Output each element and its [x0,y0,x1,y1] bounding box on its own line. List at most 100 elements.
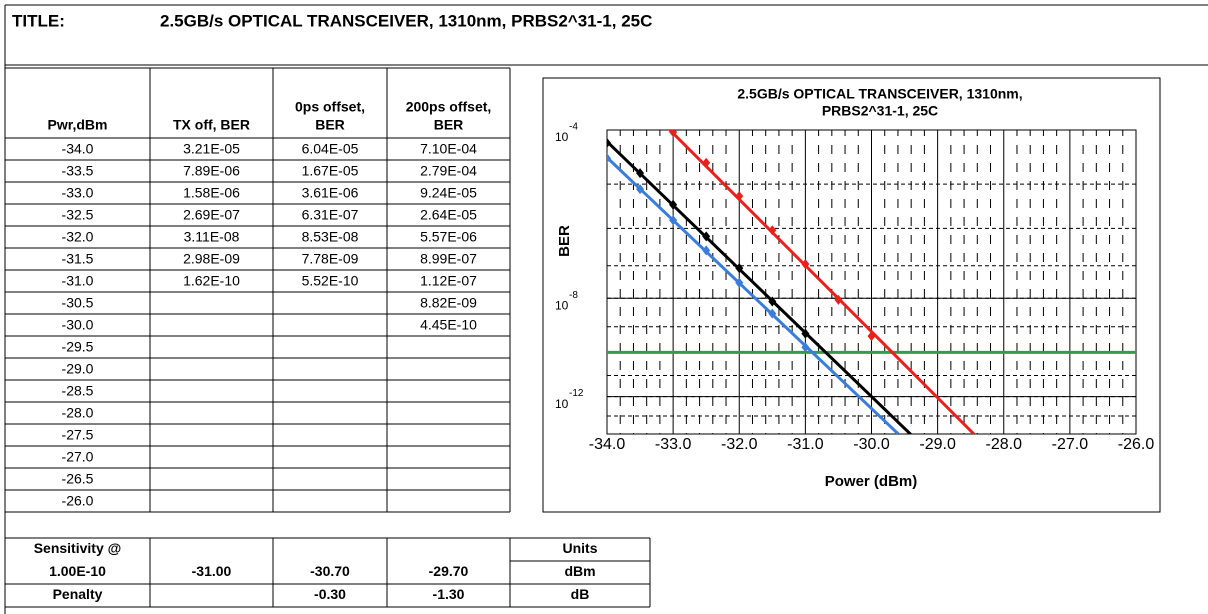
cell: -26.5 [62,471,94,487]
cell: -30.0 [62,317,94,333]
x-tick-label: -32.0 [721,436,758,453]
x-tick-label: -30.0 [853,436,890,453]
cell: 3.61E-06 [302,185,359,201]
cell: 3.11E-08 [184,229,240,245]
cell: -30.5 [62,295,94,311]
unit: dB [571,586,590,602]
summary-label: 1.00E-10 [49,563,106,579]
x-tick-label: -28.0 [986,436,1023,453]
cell: 8.99E-07 [420,251,477,267]
penalty: -1.30 [433,586,465,602]
cell: 4.45E-10 [420,317,477,333]
penalty: -0.30 [314,586,346,602]
cell: -31.5 [62,251,94,267]
sensitivity: -30.70 [310,563,350,579]
cell: -28.5 [62,383,94,399]
marker [867,331,876,342]
marker [702,231,711,242]
chart-title: 2.5GB/s OPTICAL TRANSCEIVER, 1310nm, [737,86,1022,102]
cell: -31.0 [62,273,94,289]
summary-label: Sensitivity @ [34,540,122,556]
trend-line [607,156,900,434]
title-label: TITLE: [12,11,65,30]
cell: 7.89E-06 [183,163,240,179]
marker [669,215,678,226]
x-tick-label: -31.0 [787,436,824,453]
cell: 8.53E-08 [302,229,359,245]
marker [702,157,711,168]
x-tick-label: -27.0 [1052,436,1089,453]
marker [768,225,777,236]
marker [801,259,810,270]
cell: -29.5 [62,339,94,355]
y-tick-exponent: -4 [569,122,578,133]
cell: 8.82E-09 [420,295,477,311]
cell: -32.0 [62,229,94,245]
x-tick-label: -29.0 [919,436,956,453]
cell: 3.21E-05 [183,141,240,157]
cell: 2.79E-04 [420,163,477,179]
marker [735,191,744,202]
trend-line [667,130,975,434]
cell: 9.24E-05 [420,185,477,201]
cell: 2.98E-09 [183,251,240,267]
y-tick-label: 10 [555,130,569,144]
marker [669,199,678,210]
y-tick-exponent: -12 [569,388,584,399]
cell: 7.78E-09 [302,251,359,267]
title: 2.5GB/s OPTICAL TRANSCEIVER, 1310nm, PRB… [160,11,652,30]
marker [768,296,777,307]
marker [834,294,843,305]
marker [607,153,611,164]
cell: -34.0 [62,141,94,157]
column-header: 0ps offset, [295,99,365,115]
cell: 1.12E-07 [420,273,477,289]
cell: -32.5 [62,207,94,223]
marker [768,308,777,319]
cell: 1.58E-06 [183,185,240,201]
x-tick-label: -34.0 [589,436,626,453]
cell: -28.0 [62,405,94,421]
unit: dBm [564,563,595,579]
column-header: BER [434,117,464,133]
cell: 5.57E-06 [420,229,477,245]
cell: -33.0 [62,185,94,201]
cell: 2.64E-05 [420,207,477,223]
column-header: BER [315,117,345,133]
sensitivity: -29.70 [429,563,469,579]
y-axis-label: BER [556,225,573,257]
x-tick-label: -33.0 [655,436,692,453]
cell: -33.5 [62,163,94,179]
column-header: Pwr,dBm [48,117,108,133]
cell: -27.0 [62,449,94,465]
y-tick-label: 10 [555,298,569,312]
y-tick-exponent: -8 [569,290,578,301]
marker [636,184,645,195]
cell: -27.5 [62,427,94,443]
cell: 5.52E-10 [302,273,359,289]
cell: 6.04E-05 [302,141,359,157]
marker [702,245,711,256]
marker [801,328,810,339]
cell: 6.31E-07 [302,207,359,223]
x-axis-label: Power (dBm) [825,473,918,490]
x-tick-label: -26.0 [1118,436,1155,453]
cell: 1.62E-10 [183,273,240,289]
chart-title: PRBS2^31-1, 25C [822,103,938,119]
marker [603,67,611,77]
column-header: TX off, BER [173,117,250,133]
plot [603,67,1136,434]
cell: 2.69E-07 [183,207,240,223]
y-tick-label: 10 [555,397,569,411]
cell: -29.0 [62,361,94,377]
units-header: Units [563,540,598,556]
marker [607,137,611,148]
column-header: 200ps offset, [406,99,492,115]
marker [801,342,810,353]
cell: -26.0 [62,493,94,509]
marker [669,130,678,138]
cell: 7.10E-04 [420,141,477,157]
trend-line [607,140,912,434]
marker [735,277,744,288]
